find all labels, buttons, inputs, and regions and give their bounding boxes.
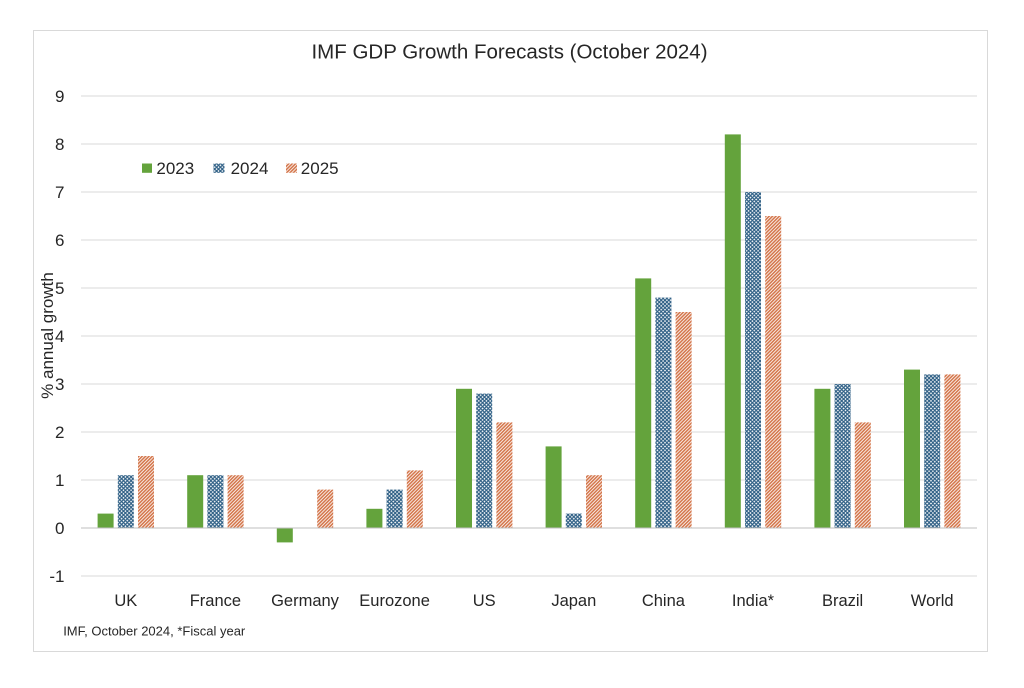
svg-text:China: China bbox=[642, 592, 686, 610]
svg-text:3: 3 bbox=[55, 375, 64, 394]
svg-text:% annual growth: % annual growth bbox=[38, 272, 57, 399]
svg-text:US: US bbox=[473, 592, 496, 610]
svg-text:2024: 2024 bbox=[231, 159, 269, 178]
svg-text:2023: 2023 bbox=[156, 159, 194, 178]
svg-text:IMF, October 2024, *Fiscal yea: IMF, October 2024, *Fiscal year bbox=[63, 624, 246, 639]
svg-text:8: 8 bbox=[55, 135, 64, 154]
svg-text:9: 9 bbox=[55, 87, 64, 106]
svg-text:Brazil: Brazil bbox=[822, 592, 863, 610]
svg-text:0: 0 bbox=[55, 519, 64, 538]
svg-text:6: 6 bbox=[55, 231, 64, 250]
svg-text:2025: 2025 bbox=[301, 159, 339, 178]
svg-text:4: 4 bbox=[55, 327, 64, 346]
svg-text:Germany: Germany bbox=[271, 592, 340, 610]
svg-text:World: World bbox=[911, 592, 954, 610]
svg-text:India*: India* bbox=[732, 592, 775, 610]
svg-text:-1: -1 bbox=[49, 567, 64, 586]
svg-text:IMF GDP Growth Forecasts (Octo: IMF GDP Growth Forecasts (October 2024) bbox=[311, 41, 707, 64]
svg-text:5: 5 bbox=[55, 279, 64, 298]
svg-text:2: 2 bbox=[55, 423, 64, 442]
svg-text:7: 7 bbox=[55, 183, 64, 202]
svg-text:1: 1 bbox=[55, 471, 64, 490]
svg-text:UK: UK bbox=[114, 592, 137, 610]
svg-text:Eurozone: Eurozone bbox=[359, 592, 430, 610]
svg-text:France: France bbox=[190, 592, 241, 610]
svg-text:Japan: Japan bbox=[551, 592, 596, 610]
